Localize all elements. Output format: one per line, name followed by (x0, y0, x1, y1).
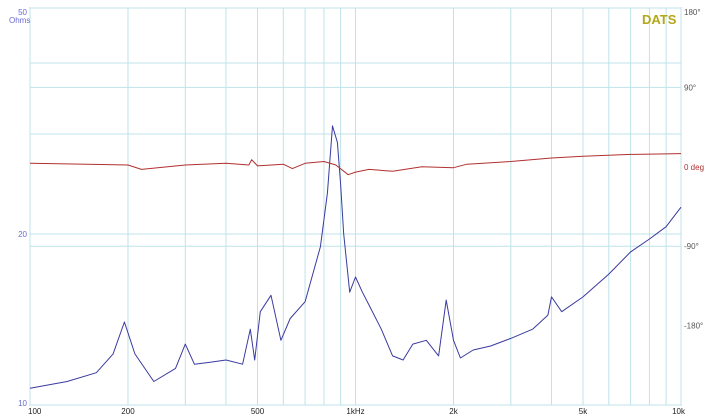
x-tick-label: 5k (579, 407, 588, 416)
right-tick-label: -90° (684, 242, 699, 251)
impedance-curve (29, 125, 682, 389)
right-tick-labels: 180° 90° 0 deg -90° -180° (684, 8, 704, 331)
left-axis-unit-label: Ohms (9, 16, 30, 25)
series-group (29, 125, 682, 389)
left-tick-label: 20 (18, 230, 27, 239)
right-tick-label: 180° (684, 8, 701, 17)
x-tick-label: 200 (121, 407, 135, 416)
grid-lines (29, 7, 682, 406)
right-tick-label: -180° (684, 322, 703, 331)
x-tick-label: 2k (449, 407, 458, 416)
x-tick-label: 1kHz (346, 407, 364, 416)
left-tick-label: 10 (18, 399, 27, 408)
right-tick-label: 90° (684, 83, 696, 92)
phase-curve (29, 153, 682, 176)
x-tick-label: 10k (672, 407, 686, 416)
left-tick-label: 50 (18, 8, 27, 17)
x-tick-labels: 100 200 500 1kHz 2k 5k 10k (28, 407, 686, 416)
brand-logo: DATS (642, 12, 677, 27)
x-tick-label: 100 (28, 407, 42, 416)
left-tick-labels: 50 20 10 (18, 8, 27, 408)
right-tick-label: 0 deg (684, 163, 704, 172)
x-tick-label: 500 (251, 407, 265, 416)
